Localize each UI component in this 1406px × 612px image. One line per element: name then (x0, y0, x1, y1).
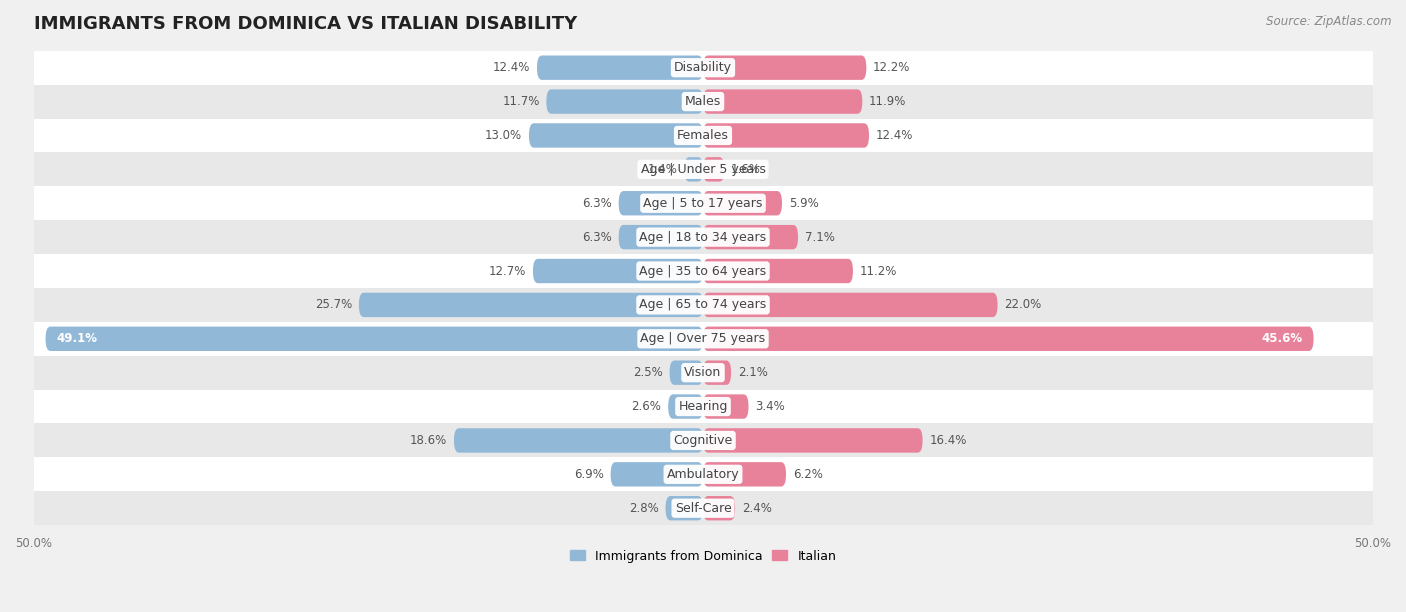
FancyBboxPatch shape (703, 428, 922, 453)
Text: 2.8%: 2.8% (628, 502, 659, 515)
Text: 25.7%: 25.7% (315, 299, 352, 312)
FancyBboxPatch shape (454, 428, 703, 453)
Text: 6.3%: 6.3% (582, 196, 612, 210)
FancyBboxPatch shape (703, 191, 782, 215)
Bar (34, 84, 1372, 119)
Text: 6.9%: 6.9% (574, 468, 605, 481)
Text: IMMIGRANTS FROM DOMINICA VS ITALIAN DISABILITY: IMMIGRANTS FROM DOMINICA VS ITALIAN DISA… (34, 15, 576, 33)
Text: Age | 5 to 17 years: Age | 5 to 17 years (644, 196, 762, 210)
Text: 12.2%: 12.2% (873, 61, 911, 74)
Text: 2.5%: 2.5% (633, 366, 662, 379)
FancyBboxPatch shape (685, 157, 703, 182)
FancyBboxPatch shape (703, 123, 869, 147)
FancyBboxPatch shape (533, 259, 703, 283)
Bar (34, 424, 1372, 457)
Text: Age | Under 5 years: Age | Under 5 years (641, 163, 765, 176)
Text: 12.4%: 12.4% (876, 129, 912, 142)
Text: 12.4%: 12.4% (494, 61, 530, 74)
FancyBboxPatch shape (703, 89, 862, 114)
Bar (34, 390, 1372, 424)
Text: Age | Over 75 years: Age | Over 75 years (641, 332, 765, 345)
FancyBboxPatch shape (668, 394, 703, 419)
Text: 2.1%: 2.1% (738, 366, 768, 379)
Bar (34, 119, 1372, 152)
FancyBboxPatch shape (703, 394, 748, 419)
Bar (34, 457, 1372, 491)
Bar (34, 322, 1372, 356)
FancyBboxPatch shape (547, 89, 703, 114)
FancyBboxPatch shape (703, 56, 866, 80)
FancyBboxPatch shape (703, 157, 724, 182)
Bar (34, 220, 1372, 254)
FancyBboxPatch shape (669, 360, 703, 385)
FancyBboxPatch shape (703, 293, 998, 317)
Text: Age | 18 to 34 years: Age | 18 to 34 years (640, 231, 766, 244)
FancyBboxPatch shape (45, 327, 703, 351)
Text: 1.6%: 1.6% (731, 163, 761, 176)
FancyBboxPatch shape (703, 225, 799, 249)
Text: Age | 35 to 64 years: Age | 35 to 64 years (640, 264, 766, 277)
Text: 5.9%: 5.9% (789, 196, 818, 210)
Legend: Immigrants from Dominica, Italian: Immigrants from Dominica, Italian (565, 545, 841, 567)
Text: 11.2%: 11.2% (859, 264, 897, 277)
Text: 1.4%: 1.4% (648, 163, 678, 176)
Bar (34, 491, 1372, 525)
Text: 2.6%: 2.6% (631, 400, 661, 413)
Text: 3.4%: 3.4% (755, 400, 785, 413)
FancyBboxPatch shape (619, 191, 703, 215)
Text: Hearing: Hearing (678, 400, 728, 413)
FancyBboxPatch shape (703, 327, 1313, 351)
Text: 2.4%: 2.4% (742, 502, 772, 515)
Bar (34, 254, 1372, 288)
FancyBboxPatch shape (703, 462, 786, 487)
FancyBboxPatch shape (359, 293, 703, 317)
FancyBboxPatch shape (703, 360, 731, 385)
Text: 18.6%: 18.6% (411, 434, 447, 447)
Text: 45.6%: 45.6% (1261, 332, 1303, 345)
FancyBboxPatch shape (665, 496, 703, 520)
Text: 22.0%: 22.0% (1004, 299, 1042, 312)
Text: Males: Males (685, 95, 721, 108)
Text: 11.7%: 11.7% (502, 95, 540, 108)
Text: Females: Females (678, 129, 728, 142)
Text: 12.7%: 12.7% (489, 264, 526, 277)
Bar (34, 51, 1372, 84)
Text: Source: ZipAtlas.com: Source: ZipAtlas.com (1267, 15, 1392, 28)
Text: Age | 65 to 74 years: Age | 65 to 74 years (640, 299, 766, 312)
FancyBboxPatch shape (529, 123, 703, 147)
Text: Self-Care: Self-Care (675, 502, 731, 515)
Text: 7.1%: 7.1% (804, 231, 835, 244)
Text: 11.9%: 11.9% (869, 95, 907, 108)
Text: Cognitive: Cognitive (673, 434, 733, 447)
FancyBboxPatch shape (619, 225, 703, 249)
Text: 49.1%: 49.1% (56, 332, 97, 345)
Bar (34, 288, 1372, 322)
Bar (34, 186, 1372, 220)
Bar (34, 152, 1372, 186)
FancyBboxPatch shape (703, 496, 735, 520)
Text: 16.4%: 16.4% (929, 434, 967, 447)
Text: Vision: Vision (685, 366, 721, 379)
Text: Ambulatory: Ambulatory (666, 468, 740, 481)
FancyBboxPatch shape (537, 56, 703, 80)
FancyBboxPatch shape (610, 462, 703, 487)
Text: 6.2%: 6.2% (793, 468, 823, 481)
Bar (34, 356, 1372, 390)
Text: 13.0%: 13.0% (485, 129, 522, 142)
Text: 6.3%: 6.3% (582, 231, 612, 244)
FancyBboxPatch shape (703, 259, 853, 283)
Text: Disability: Disability (673, 61, 733, 74)
